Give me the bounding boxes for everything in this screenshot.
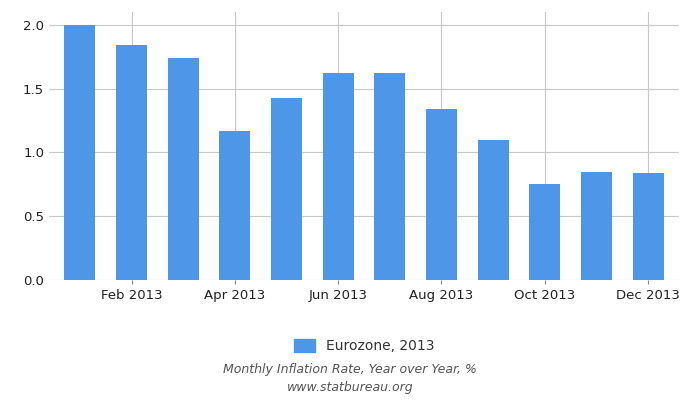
Bar [426, 109, 457, 280]
Bar [64, 25, 95, 280]
Bar [323, 73, 354, 280]
Bar [374, 73, 405, 280]
Text: www.statbureau.org: www.statbureau.org [287, 382, 413, 394]
Bar [271, 98, 302, 280]
Bar [633, 173, 664, 280]
Bar [529, 184, 560, 280]
Legend: Eurozone, 2013: Eurozone, 2013 [287, 332, 441, 360]
Bar [581, 172, 612, 280]
Text: Monthly Inflation Rate, Year over Year, %: Monthly Inflation Rate, Year over Year, … [223, 364, 477, 376]
Bar [477, 140, 509, 280]
Bar [168, 58, 199, 280]
Bar [219, 131, 251, 280]
Bar [116, 45, 147, 280]
